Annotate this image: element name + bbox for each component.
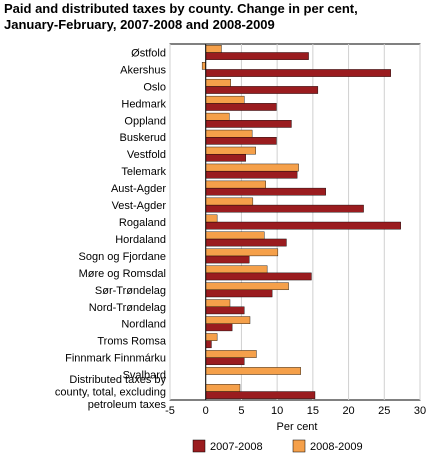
legend-swatch-2008-2009 xyxy=(292,439,306,453)
bar-2008-2009-7 xyxy=(205,163,299,172)
bar-2007-2008-8 xyxy=(205,187,326,196)
bar-2007-2008-6 xyxy=(205,153,246,162)
category-label-12: Sogn og Fjordane xyxy=(79,251,166,263)
bar-2007-2008-13 xyxy=(205,272,312,281)
chart-title-line-1: Paid and distributed taxes by county. Ch… xyxy=(4,1,358,16)
bar-2008-2009-6 xyxy=(205,146,256,155)
bar-2007-2008-15 xyxy=(205,306,245,315)
category-label-3: Hedmark xyxy=(121,98,166,110)
category-label-18: Finnmark Finnmárku xyxy=(65,353,166,365)
x-axis-title: Per cent xyxy=(277,421,318,433)
bar-2007-2008-7 xyxy=(205,170,298,179)
bar-2007-2008-14 xyxy=(205,289,273,298)
bar-2008-2009-5 xyxy=(205,129,253,138)
bar-2007-2008-2 xyxy=(205,86,319,94)
bar-2007-2008-11 xyxy=(205,238,287,247)
bar-2008-2009-12 xyxy=(205,248,279,257)
bar-2008-2009-2 xyxy=(205,78,231,87)
bar-2008-2009-18 xyxy=(205,350,257,358)
category-label-10: Rogaland xyxy=(119,217,166,229)
bar-2008-2009-19 xyxy=(205,367,301,375)
bar-2008-2009-0 xyxy=(205,45,222,53)
bar-2007-2008-0 xyxy=(205,52,309,60)
bar-2008-2009-16 xyxy=(205,316,251,324)
bar-2008-2009-20 xyxy=(205,384,241,392)
bar-2007-2008-12 xyxy=(205,255,250,264)
category-label-20-1: county, total, excluding xyxy=(55,387,166,399)
x-tick-label-5: 20 xyxy=(342,405,354,417)
x-tick-label-4: 15 xyxy=(307,405,319,417)
bar-2008-2009-13 xyxy=(205,265,268,274)
bar-2007-2008-4 xyxy=(205,120,292,128)
legend-label-2008-2009: 2008-2009 xyxy=(310,441,363,453)
category-label-1: Akershus xyxy=(120,64,166,76)
bar-2007-2008-3 xyxy=(205,103,277,111)
bar-2008-2009-17 xyxy=(205,333,218,341)
x-tick-label-7: 30 xyxy=(414,405,426,417)
bar-2008-2009-8 xyxy=(205,180,266,189)
category-label-19: Svalbard xyxy=(123,370,166,382)
category-label-9: Vest-Agder xyxy=(112,200,167,212)
category-label-11: Hordaland xyxy=(115,234,166,246)
x-tick-label-0: -5 xyxy=(165,405,175,417)
category-label-8: Aust-Agder xyxy=(111,183,166,195)
bar-2008-2009-10 xyxy=(205,214,218,223)
category-label-0: Østfold xyxy=(131,47,166,59)
bar-2008-2009-15 xyxy=(205,299,231,307)
category-label-14: Sør-Trøndelag xyxy=(95,285,166,297)
bar-2007-2008-1 xyxy=(205,69,391,77)
x-tick-label-3: 10 xyxy=(271,405,283,417)
bar-2007-2008-9 xyxy=(205,204,364,213)
bar-2008-2009-14 xyxy=(205,282,289,291)
bar-2008-2009-3 xyxy=(205,95,245,104)
bar-2008-2009-4 xyxy=(205,112,230,121)
legend-label-2007-2008: 2007-2008 xyxy=(210,441,263,453)
category-label-2: Oslo xyxy=(143,81,166,93)
x-tick-label-1: 0 xyxy=(203,405,209,417)
category-label-6: Vestfold xyxy=(127,149,166,161)
x-tick-label-2: 5 xyxy=(238,405,244,417)
chart-title-line-2: January-February, 2007-2008 and 2008-200… xyxy=(4,17,275,32)
bar-2008-2009-11 xyxy=(205,231,265,240)
category-label-17: Troms Romsa xyxy=(97,336,167,348)
category-label-5: Buskerud xyxy=(120,132,166,144)
bar-2007-2008-17 xyxy=(205,340,212,349)
chart-title: Paid and distributed taxes by county. Ch… xyxy=(4,1,424,33)
bar-2007-2008-16 xyxy=(205,323,233,332)
category-label-16: Nordland xyxy=(121,319,166,331)
bar-2008-2009-1 xyxy=(201,62,206,70)
category-label-15: Nord-Trøndelag xyxy=(89,302,166,314)
category-label-20-0: Distributed taxes by xyxy=(69,374,166,386)
category-label-13: Møre og Romsdal xyxy=(79,268,166,280)
bar-2007-2008-10 xyxy=(205,221,401,230)
bar-2007-2008-18 xyxy=(205,357,245,366)
bar-2008-2009-9 xyxy=(205,197,254,206)
bar-2007-2008-5 xyxy=(205,137,277,145)
category-label-20-2: petroleum taxes xyxy=(88,399,167,411)
category-label-4: Oppland xyxy=(124,115,166,127)
bar-2007-2008-20 xyxy=(205,391,316,399)
x-tick-label-6: 25 xyxy=(378,405,390,417)
category-label-7: Telemark xyxy=(121,166,166,178)
legend-swatch-2007-2008 xyxy=(192,439,206,453)
